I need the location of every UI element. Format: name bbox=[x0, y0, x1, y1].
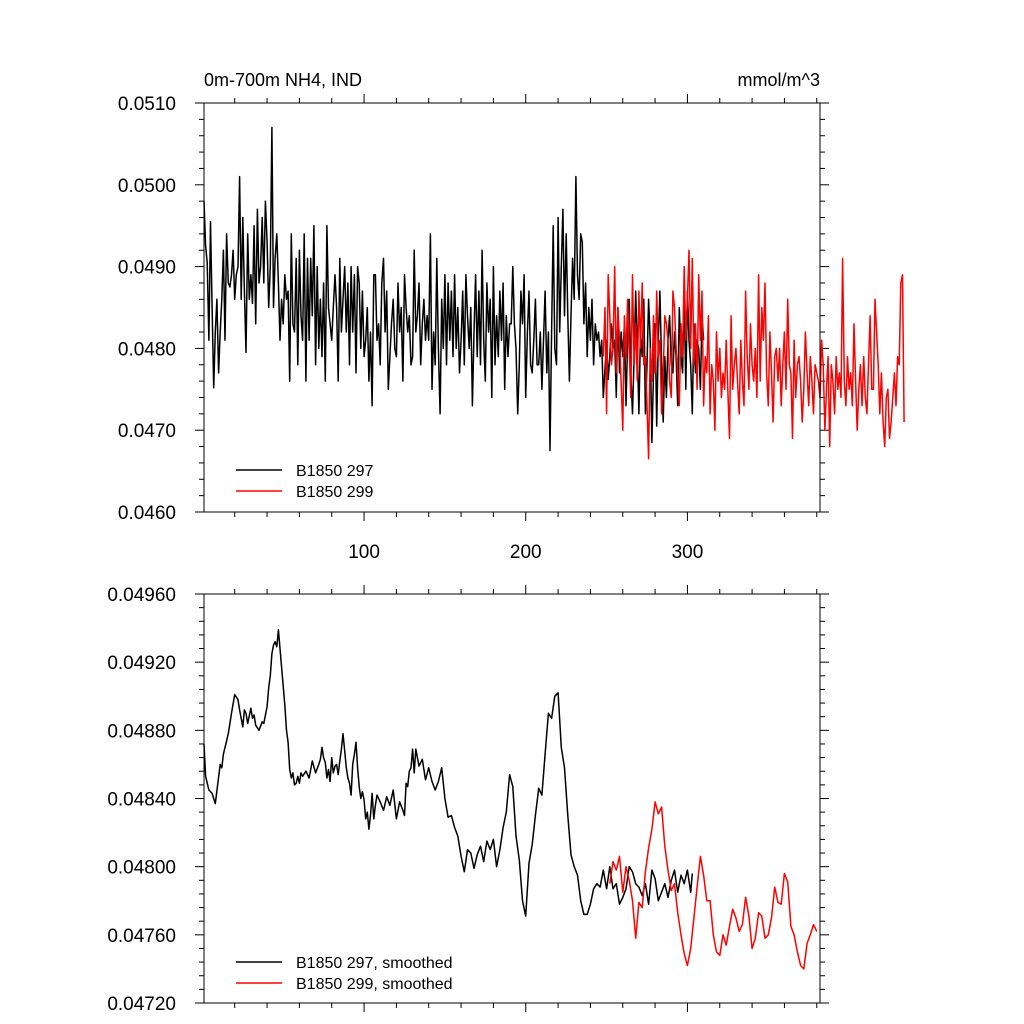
legend-label-299: B1850 299 bbox=[296, 484, 374, 501]
y-tick-label: 0.0490 bbox=[118, 258, 176, 279]
y-tick-label: 0.04800 bbox=[107, 858, 176, 879]
y-tick-label: 0.0470 bbox=[118, 421, 176, 442]
y-tick-label: 0.04920 bbox=[107, 653, 176, 674]
y-tick-label: 0.0480 bbox=[118, 339, 176, 360]
y-tick-label: 0.04840 bbox=[107, 790, 176, 811]
y-tick-label: 0.0500 bbox=[118, 176, 176, 197]
top-panel: 0m-700m NH4, IND mmol/m^3 0.04600.04700.… bbox=[118, 70, 905, 563]
series-line-297 bbox=[203, 126, 705, 452]
y-tick-label: 0.04720 bbox=[107, 994, 176, 1015]
legend-label-299-smoothed: B1850 299, smoothed bbox=[296, 976, 453, 993]
top-axis-ticks: 0.0460 0.0470 0.0480 0.0490 0.0500 0.0510 100 2… bbox=[118, 94, 829, 563]
series-line-299-smoothed bbox=[609, 801, 818, 970]
x-tick-label: 200 bbox=[510, 542, 542, 563]
y-tick-label: 0.04880 bbox=[107, 721, 176, 742]
bottom-panel: 0.04720 0.04760 0.04800 0.04840 0.04880 0.049… bbox=[107, 585, 829, 1015]
top-plot-frame bbox=[203, 102, 821, 513]
bottom-axis-ticks: 0.04720 0.04760 0.04800 0.04840 0.04880 0.049… bbox=[107, 585, 829, 1015]
y-tick-label: 0.0460 bbox=[118, 503, 176, 524]
top-legend: B1850 297 B1850 299 bbox=[236, 463, 374, 501]
y-tick-label: 0.04960 bbox=[107, 585, 176, 606]
series-line-297-smoothed bbox=[203, 629, 694, 917]
y-tick-label: 0.0510 bbox=[118, 94, 176, 115]
bottom-plot-frame bbox=[203, 593, 821, 1004]
bottom-legend: B1850 297, smoothed B1850 299, smoothed bbox=[236, 955, 453, 993]
chart-title: 0m-700m NH4, IND bbox=[204, 70, 362, 90]
units-label: mmol/m^3 bbox=[738, 70, 820, 90]
x-tick-label: 100 bbox=[348, 542, 380, 563]
legend-label-297-smoothed: B1850 297, smoothed bbox=[296, 955, 453, 972]
bottom-series-lines bbox=[203, 629, 818, 970]
top-series-lines bbox=[203, 126, 905, 460]
series-line-299 bbox=[602, 249, 905, 460]
x-tick-label: 300 bbox=[672, 542, 704, 563]
y-tick-label: 0.04760 bbox=[107, 926, 176, 947]
legend-label-297: B1850 297 bbox=[296, 463, 374, 480]
